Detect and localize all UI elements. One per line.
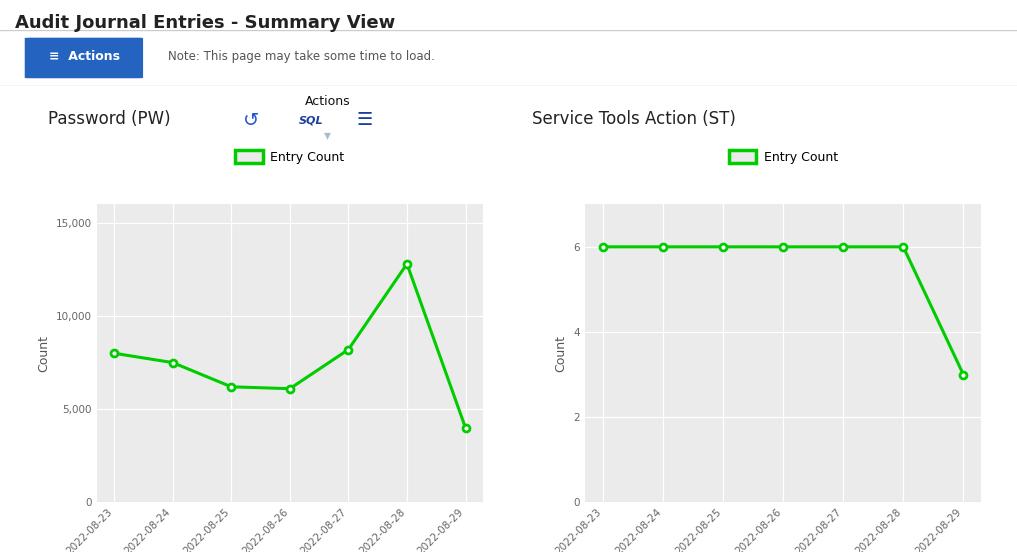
Text: ☰: ☰ <box>357 111 372 129</box>
Text: ≡  Actions: ≡ Actions <box>49 50 120 63</box>
Text: Service Tools Action (ST): Service Tools Action (ST) <box>532 110 735 129</box>
Legend: Entry Count: Entry Count <box>230 145 350 168</box>
Text: Note: This page may take some time to load.: Note: This page may take some time to lo… <box>168 50 434 63</box>
Text: ↺: ↺ <box>242 110 259 130</box>
FancyBboxPatch shape <box>25 39 142 77</box>
Text: Password (PW): Password (PW) <box>48 110 171 129</box>
Text: Actions: Actions <box>305 95 351 108</box>
Y-axis label: Count: Count <box>37 335 50 372</box>
Y-axis label: Count: Count <box>554 335 567 372</box>
Text: SQL: SQL <box>299 115 323 125</box>
Legend: Entry Count: Entry Count <box>723 145 843 168</box>
Text: Audit Journal Entries - Summary View: Audit Journal Entries - Summary View <box>15 14 396 32</box>
Text: ▾: ▾ <box>324 128 331 142</box>
